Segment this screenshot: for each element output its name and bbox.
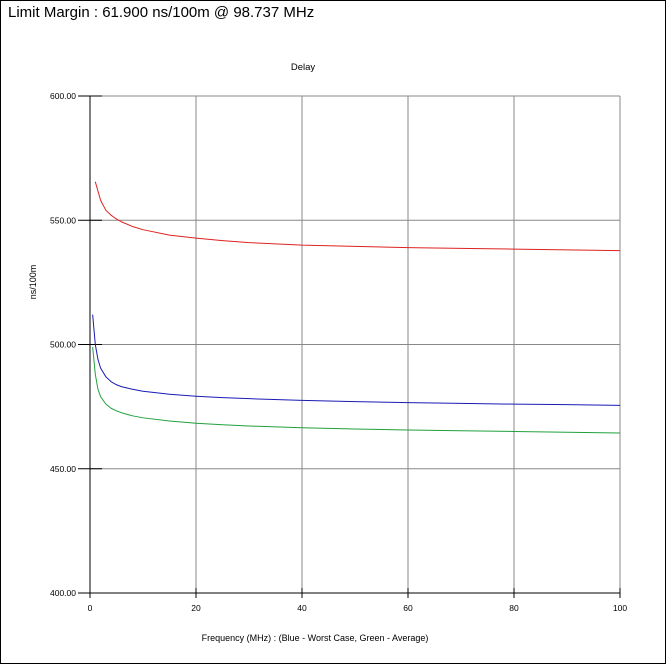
y-tick-label: 450.00 bbox=[50, 464, 76, 474]
axis-layer bbox=[78, 95, 621, 598]
y-tick-label: 500.00 bbox=[50, 340, 76, 350]
average-line bbox=[92, 346, 621, 434]
y-tick-label: 600.00 bbox=[50, 91, 76, 101]
worst-case-line bbox=[92, 314, 621, 406]
y-tick-label: 550.00 bbox=[50, 215, 76, 225]
grid-layer bbox=[90, 95, 621, 593]
limit-line bbox=[94, 181, 621, 252]
x-tick-label: 100 bbox=[613, 603, 627, 613]
x-tick-label: 80 bbox=[509, 603, 519, 613]
x-tick-label: 60 bbox=[403, 603, 413, 613]
x-axis-title: Frequency (MHz) : (Blue - Worst Case, Gr… bbox=[202, 633, 429, 643]
x-tick-label: 40 bbox=[297, 603, 307, 613]
series-layer bbox=[92, 181, 621, 434]
x-tick-label: 0 bbox=[88, 603, 93, 613]
limit-margin-header: Limit Margin : 61.900 ns/100m @ 98.737 M… bbox=[8, 4, 315, 21]
x-tick-label: 20 bbox=[191, 603, 201, 613]
tick-label-layer: 0 20 40 60 80 100 400.00 450.00 500.00 550.00 600.… bbox=[50, 91, 627, 613]
y-axis-title: ns/100m bbox=[28, 265, 38, 300]
y-tick-label: 400.00 bbox=[50, 588, 76, 598]
chart-title: Delay bbox=[291, 62, 316, 73]
